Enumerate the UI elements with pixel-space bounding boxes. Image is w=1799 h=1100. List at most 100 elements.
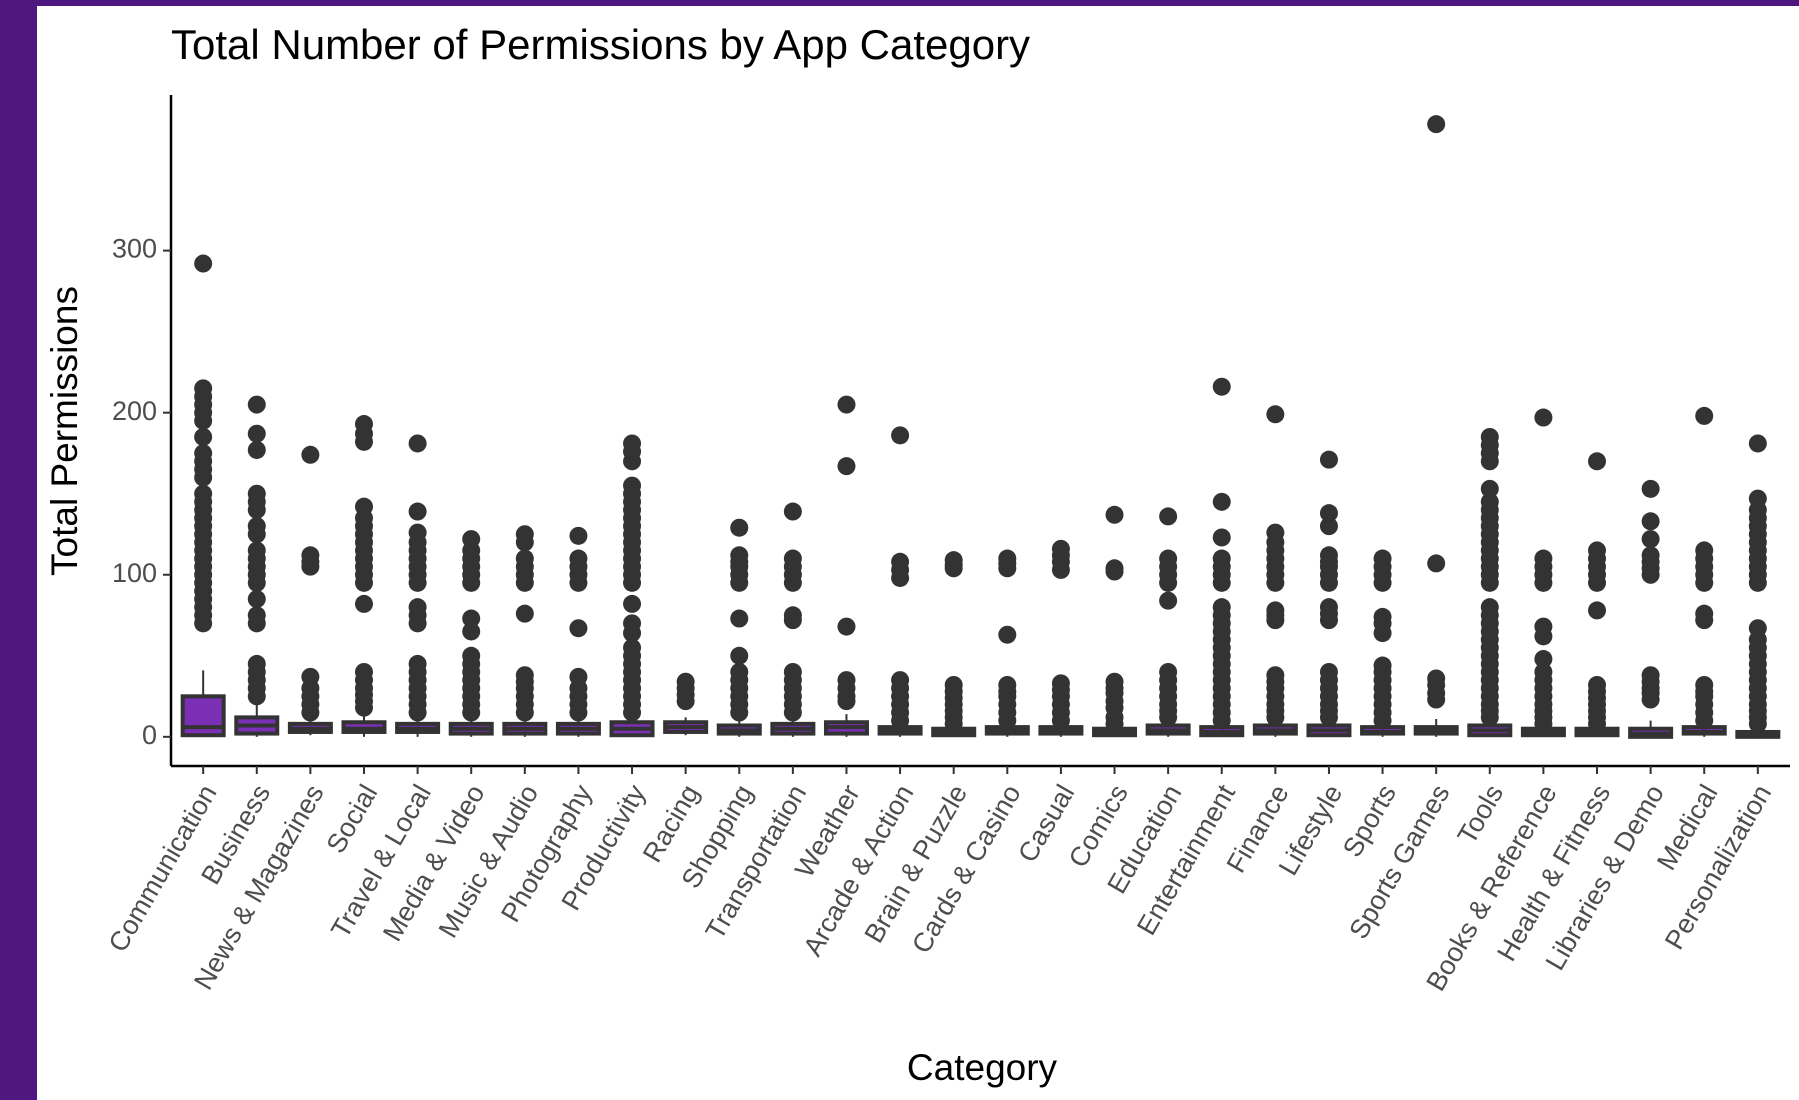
outlier: [623, 638, 642, 657]
outlier: [194, 254, 213, 273]
outlier: [515, 604, 534, 623]
outlier: [1373, 656, 1392, 675]
outlier: [301, 546, 320, 565]
x-axis-title: Category: [907, 1047, 1058, 1088]
outlier: [1051, 539, 1070, 558]
outlier: [354, 415, 373, 434]
outlier: [1212, 492, 1231, 511]
outlier: [408, 654, 427, 673]
outlier: [247, 517, 266, 536]
outlier: [783, 662, 802, 681]
outlier: [1373, 549, 1392, 568]
outlier: [730, 609, 749, 628]
outlier: [944, 551, 963, 570]
outlier: [1373, 607, 1392, 626]
outlier: [1480, 479, 1499, 498]
outlier: [194, 379, 213, 398]
y-tick-label: 0: [142, 720, 157, 750]
outlier: [247, 424, 266, 443]
outlier: [1534, 662, 1553, 681]
y-tick-label: 200: [112, 396, 157, 426]
outlier: [1427, 115, 1446, 134]
outlier: [783, 549, 802, 568]
outlier: [247, 541, 266, 560]
outlier: [730, 546, 749, 565]
outlier: [1695, 541, 1714, 560]
outlier: [1748, 619, 1767, 638]
y-axis-title: Total Permissions: [44, 286, 85, 576]
chart: Total Number of Permissions by App Categ…: [37, 6, 1799, 1100]
outlier: [1266, 601, 1285, 620]
outlier: [1266, 523, 1285, 542]
outlier: [623, 594, 642, 613]
outlier: [1588, 601, 1607, 620]
outlier: [1427, 554, 1446, 573]
outlier: [1105, 505, 1124, 524]
outlier: [1641, 512, 1660, 531]
outlier: [623, 614, 642, 633]
outlier: [891, 552, 910, 571]
y-tick-label: 300: [112, 234, 157, 264]
outlier: [1319, 546, 1338, 565]
x-tick-label: Sports Games: [1343, 780, 1455, 944]
outlier: [1534, 408, 1553, 427]
chart-title: Total Number of Permissions by App Categ…: [171, 21, 1030, 68]
outlier: [1159, 507, 1178, 526]
outlier: [462, 530, 481, 549]
outlier: [944, 675, 963, 694]
outlier: [247, 590, 266, 609]
outlier: [1588, 452, 1607, 471]
outlier: [1427, 669, 1446, 688]
outlier: [837, 671, 856, 690]
x-tick-label: Tools: [1452, 780, 1509, 850]
outlier: [1212, 377, 1231, 396]
outlier: [194, 444, 213, 463]
outlier: [462, 646, 481, 665]
outlier: [1480, 492, 1499, 511]
outlier: [1480, 427, 1499, 446]
outlier: [1266, 405, 1285, 424]
outlier: [1534, 617, 1553, 636]
outlier: [408, 434, 427, 453]
outlier: [837, 617, 856, 636]
outlier: [247, 484, 266, 503]
outlier: [247, 654, 266, 673]
outlier: [1105, 672, 1124, 691]
outlier: [1319, 517, 1338, 536]
outlier: [1641, 666, 1660, 685]
outlier: [998, 625, 1017, 644]
outlier: [1641, 546, 1660, 565]
outlier: [247, 606, 266, 625]
box: [180, 694, 226, 738]
outlier: [515, 549, 534, 568]
outlier: [1534, 549, 1553, 568]
outlier: [783, 502, 802, 521]
outlier: [623, 434, 642, 453]
outlier: [354, 662, 373, 681]
outlier: [730, 662, 749, 681]
outlier: [1695, 406, 1714, 425]
outlier: [1695, 604, 1714, 623]
outlier: [1212, 598, 1231, 617]
outlier: [1588, 675, 1607, 694]
outlier: [247, 395, 266, 414]
outlier: [301, 667, 320, 686]
outlier: [623, 476, 642, 495]
outlier: [1480, 598, 1499, 617]
outlier: [462, 622, 481, 641]
outlier: [891, 671, 910, 690]
outlier: [1748, 434, 1767, 453]
outlier: [730, 646, 749, 665]
outlier: [891, 426, 910, 445]
outlier: [1159, 549, 1178, 568]
outlier: [783, 606, 802, 625]
outlier: [462, 609, 481, 628]
outlier: [1159, 662, 1178, 681]
outlier: [1105, 559, 1124, 578]
outlier: [1641, 530, 1660, 549]
outlier: [1212, 549, 1231, 568]
outlier: [569, 549, 588, 568]
outlier: [998, 549, 1017, 568]
outlier: [1588, 541, 1607, 560]
